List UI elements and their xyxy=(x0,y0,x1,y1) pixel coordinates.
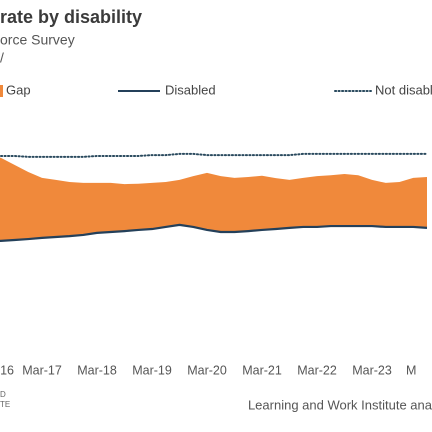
x-tick-label: Mar-23 xyxy=(352,363,392,377)
footnote: D xyxy=(0,390,6,399)
legend-label: Gap xyxy=(6,82,31,97)
line xyxy=(0,223,428,242)
x-tick-label: Mar-18 xyxy=(77,363,117,377)
x-tick-label: Mar-19 xyxy=(132,363,172,377)
chart-subtitle: orce Survey xyxy=(0,32,75,48)
source: Learning and Work Institute ana xyxy=(248,397,432,412)
gap-area xyxy=(0,157,427,241)
x-tick-label: Mar-20 xyxy=(187,363,227,377)
chart-title: rate by disability xyxy=(0,7,142,27)
x-tick-label: Mar-17 xyxy=(22,363,62,377)
x-tick-label: M xyxy=(406,363,416,377)
dotted-line xyxy=(0,152,428,158)
x-tick-label: 16 xyxy=(0,363,14,377)
legend-swatch xyxy=(0,85,3,97)
x-tick-label: Mar-21 xyxy=(242,363,282,377)
legend-label: Disabled xyxy=(165,82,216,97)
footnote: TE xyxy=(0,400,10,409)
chart-subtitle: / xyxy=(0,50,4,66)
x-tick-label: Mar-22 xyxy=(297,363,337,377)
legend-label: Not disabled xyxy=(375,82,432,97)
